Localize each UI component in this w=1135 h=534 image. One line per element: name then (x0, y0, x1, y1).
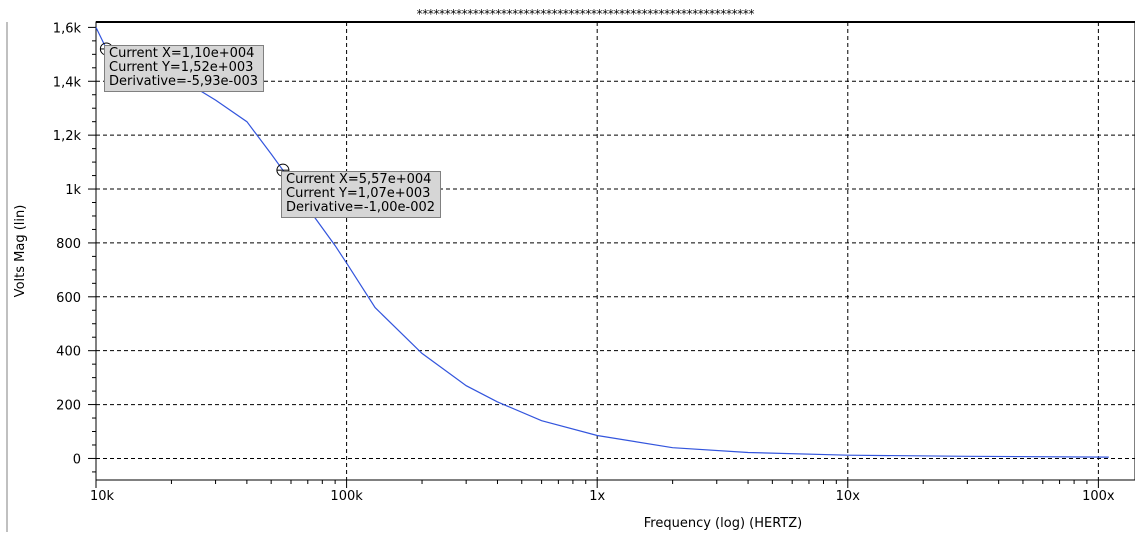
cursor-readout-1[interactable]: Current X=1,10e+004 Current Y=1,52e+003 … (104, 45, 265, 92)
cursor-2-y: Current Y=1,07e+003 (286, 186, 431, 201)
y-tick-label: 600 (56, 291, 81, 306)
y-tick-label: 0 (73, 452, 81, 467)
cursor-2-x: Current X=5,57e+004 (286, 172, 432, 187)
x-tick-labels: 10k 100k 1x 10x 100x (90, 489, 1115, 504)
cursor-readout-2[interactable]: Current X=5,57e+004 Current Y=1,07e+003 … (281, 171, 442, 218)
axis-ticks (88, 26, 1099, 488)
y-tick-label: 1,4k (53, 75, 82, 90)
x-axis-title: Frequency (log) (HERTZ) (644, 516, 802, 531)
y-tick-label: 200 (56, 399, 81, 414)
x-tick-label: 10x (836, 489, 861, 504)
x-tick-label: 1x (589, 489, 605, 504)
y-tick-label: 1,6k (53, 21, 82, 36)
y-tick-label: 1,2k (53, 129, 82, 144)
cursor-1-x: Current X=1,10e+004 (109, 46, 255, 61)
x-tick-label: 100k (330, 489, 363, 504)
title-marker: ****************************************… (416, 7, 755, 21)
grid-lines (96, 22, 1135, 480)
y-tick-label: 400 (56, 345, 81, 360)
x-tick-label: 100x (1082, 489, 1115, 504)
cursor-1-y: Current Y=1,52e+003 (109, 60, 254, 75)
cursor-1-derivative: Derivative=-5,93e-003 (109, 74, 259, 89)
x-tick-label: 10k (90, 489, 115, 504)
cursor-2-derivative: Derivative=-1,00e-002 (286, 200, 436, 215)
y-axis-title: Volts Mag (lin) (13, 205, 28, 298)
y-tick-label: 800 (56, 237, 81, 252)
y-tick-labels: 1,6k 1,4k 1,2k 1k 800 600 400 200 0 (53, 21, 82, 467)
y-tick-label: 1k (65, 183, 81, 198)
